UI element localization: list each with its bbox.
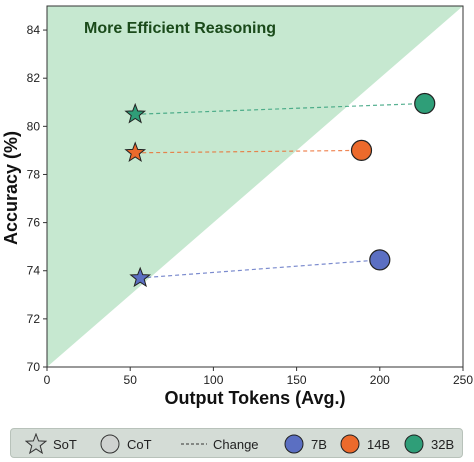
x-tick-label: 50 <box>124 373 138 387</box>
y-tick-label: 72 <box>27 312 41 326</box>
y-tick-label: 78 <box>27 167 41 181</box>
plot-frame <box>46 5 464 368</box>
region-annotation: More Efficient Reasoning <box>84 20 276 37</box>
legend-cot-label: CoT <box>127 436 152 452</box>
legend-32b: 32B <box>403 429 454 459</box>
sot-marker-14b <box>124 141 147 163</box>
legend-sot: SoT <box>25 429 77 459</box>
cot-marker-32b <box>414 92 436 115</box>
x-tick-label: 150 <box>287 373 307 387</box>
cot-marker-14b <box>350 139 373 161</box>
x-axis-title: Output Tokens (Avg.) <box>165 388 346 408</box>
chart: 70 72 74 76 78 80 82 84 0 50 100 150 200 250 More Ef… <box>1 5 473 408</box>
sot-marker-32b <box>124 102 147 124</box>
y-tick-label: 74 <box>27 264 41 278</box>
y-tick-label: 76 <box>27 216 41 230</box>
legend: SoT CoT Change 7B 14B 32B <box>10 428 463 458</box>
efficient-region <box>47 6 463 367</box>
change-line-7b <box>140 259 380 279</box>
markers <box>124 92 436 288</box>
y-tick-label: 82 <box>27 71 41 85</box>
circle-icon <box>100 434 120 454</box>
circle-32b-icon <box>404 434 424 454</box>
y-tick-label: 70 <box>27 360 41 374</box>
y-tick-label: 80 <box>27 119 41 133</box>
legend-change: Change <box>181 429 259 459</box>
star-icon <box>25 433 47 455</box>
legend-change-label: Change <box>213 436 259 452</box>
y-axis: 70 72 74 76 78 80 82 84 <box>27 23 47 374</box>
cot-marker-7b <box>369 249 391 271</box>
sot-marker-7b <box>129 266 152 288</box>
y-tick-label: 84 <box>27 23 41 37</box>
change-lines <box>135 102 425 279</box>
dashed-line-icon <box>181 443 207 445</box>
legend-cot: CoT <box>99 429 152 459</box>
x-tick-label: 0 <box>44 373 51 387</box>
change-line-14b <box>135 149 362 154</box>
circle-14b-icon <box>340 434 360 454</box>
legend-14b: 14B <box>339 429 390 459</box>
x-tick-label: 250 <box>453 373 473 387</box>
x-tick-label: 200 <box>370 373 390 387</box>
legend-14b-label: 14B <box>367 436 391 452</box>
legend-32b-label: 32B <box>431 436 455 452</box>
x-tick-label: 100 <box>203 373 223 387</box>
legend-sot-label: SoT <box>53 436 77 452</box>
legend-7b: 7B <box>283 429 327 459</box>
circle-7b-icon <box>284 434 304 454</box>
legend-7b-label: 7B <box>311 436 327 452</box>
x-axis: 0 50 100 150 200 250 <box>44 367 473 387</box>
change-line-32b <box>135 102 425 115</box>
y-axis-title: Accuracy (%) <box>1 131 21 245</box>
